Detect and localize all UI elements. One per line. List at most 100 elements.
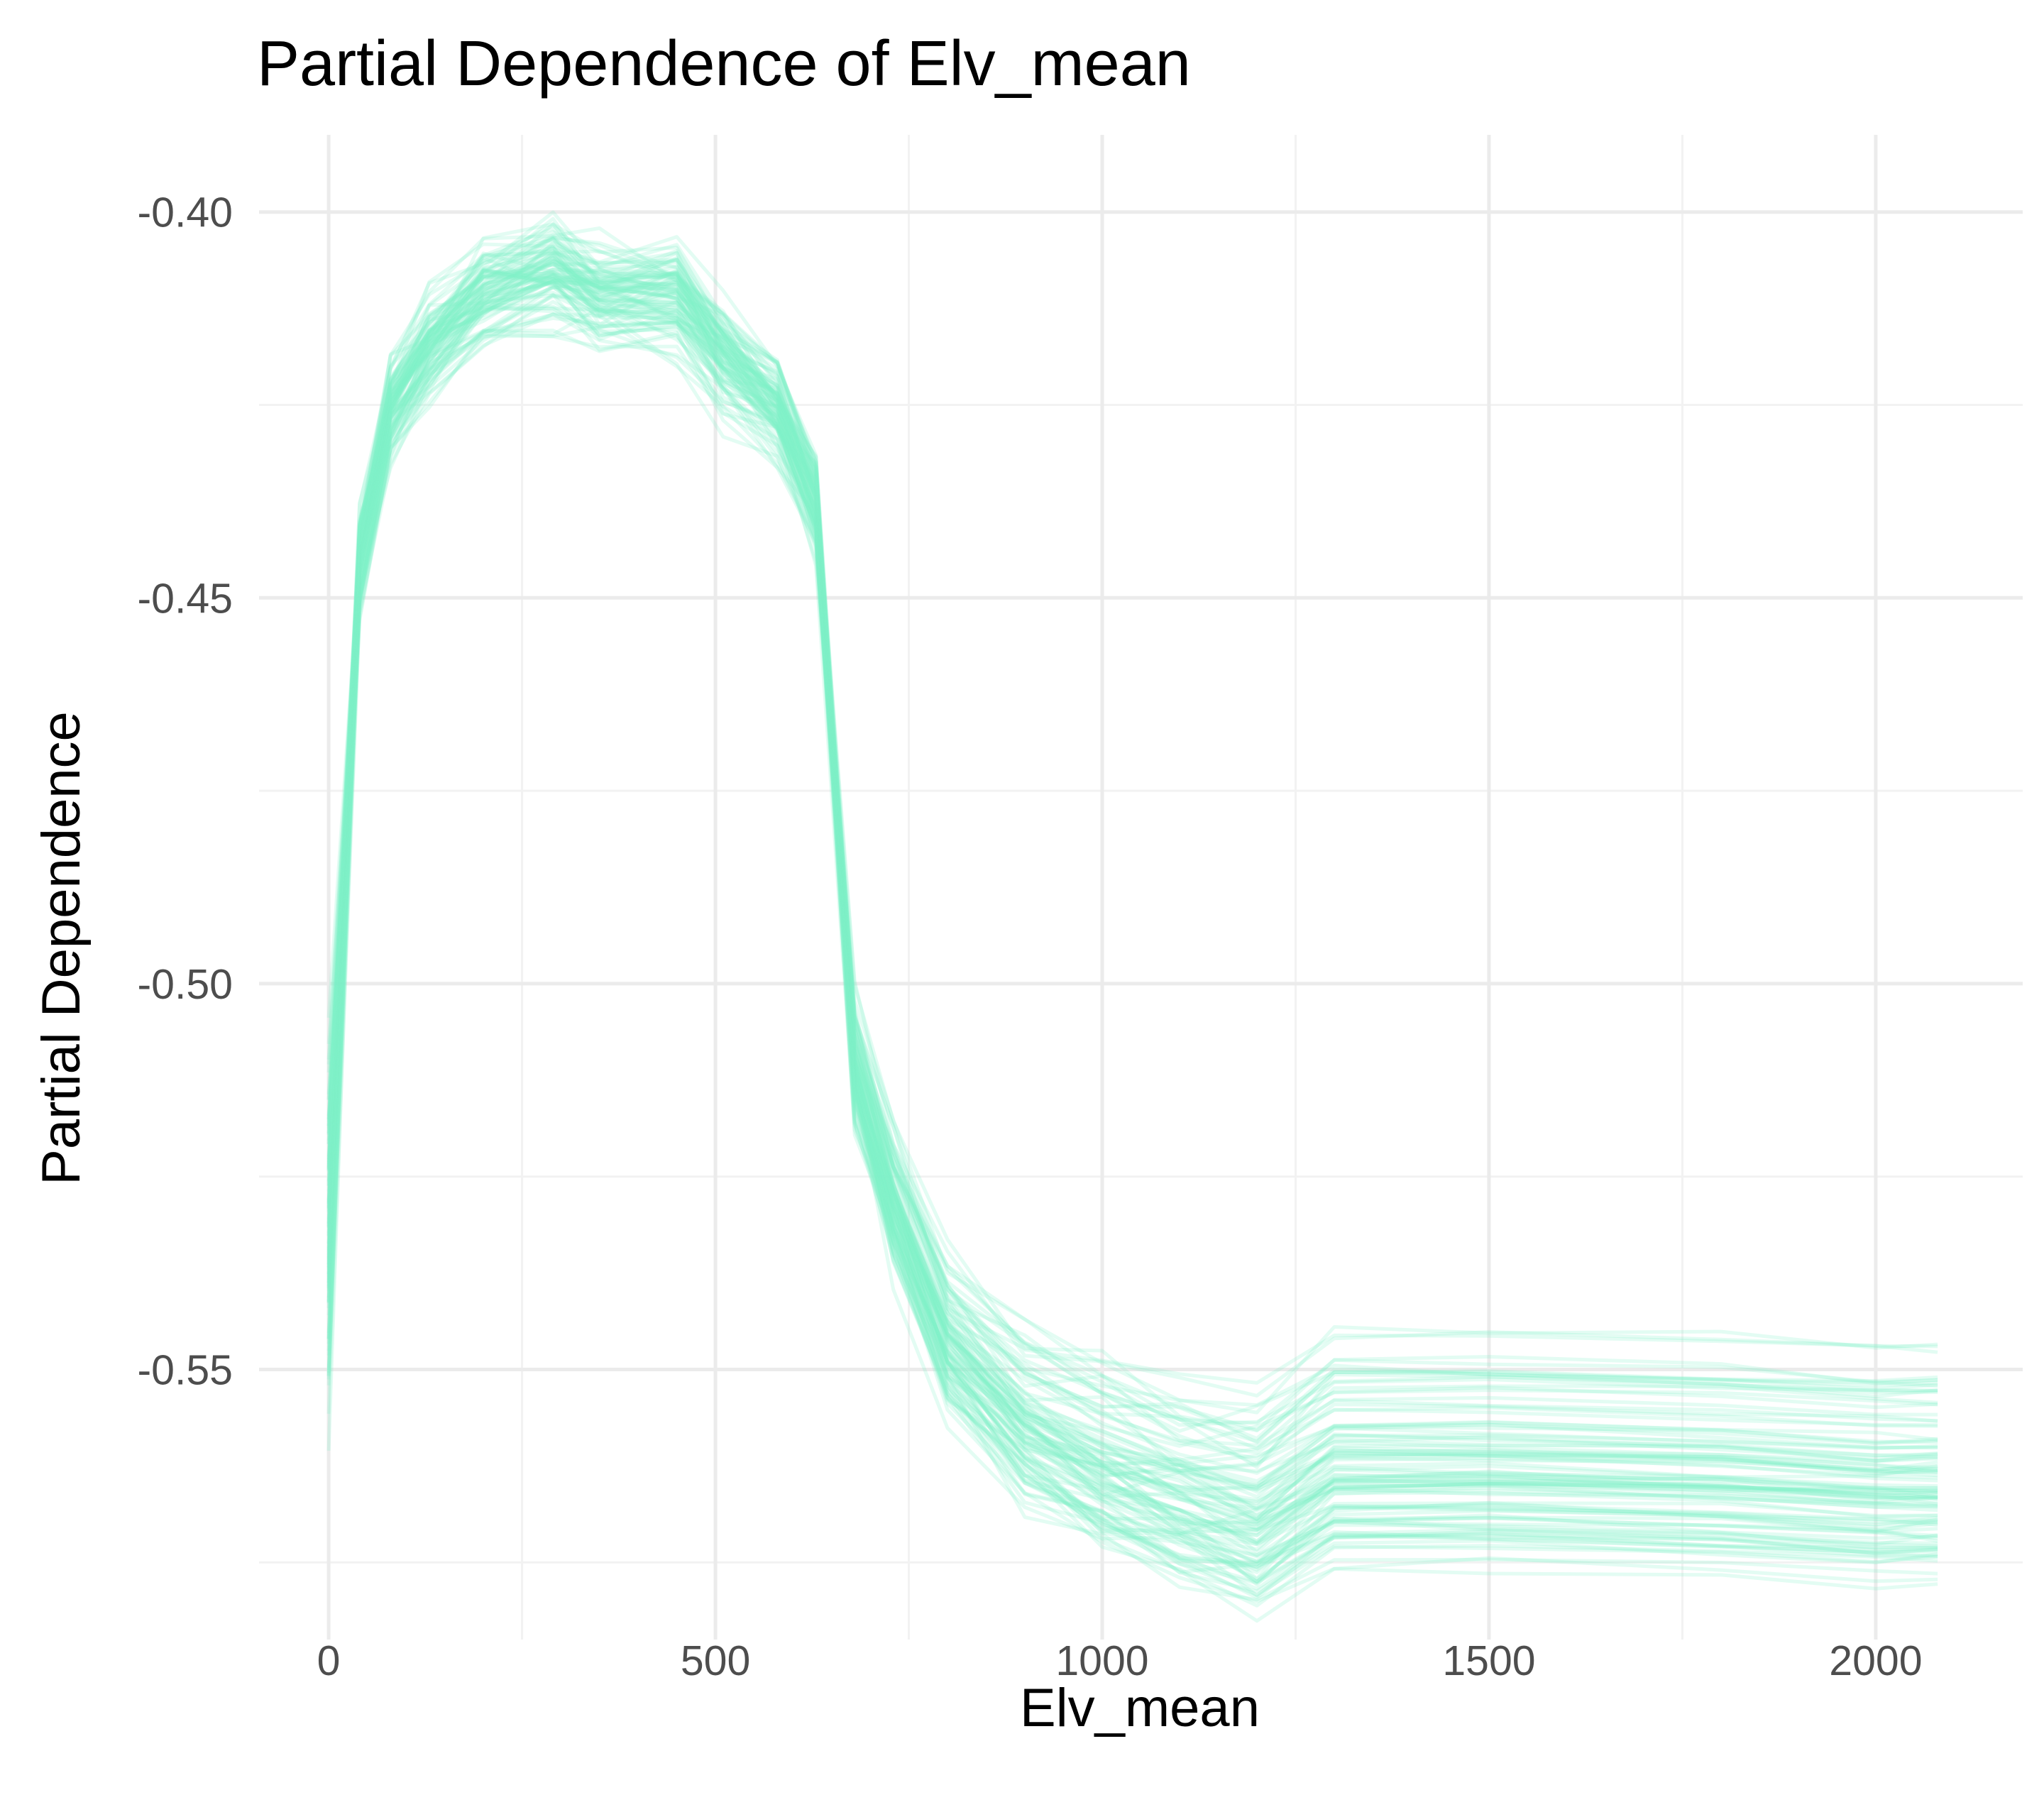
- ice-curve: [326, 316, 1938, 1566]
- ice-curve: [326, 329, 1938, 1583]
- ice-curve: [326, 255, 1938, 1469]
- ice-curve: [326, 302, 1938, 1462]
- ice-curve: [326, 253, 1938, 1547]
- ice-curve: [326, 271, 1938, 1488]
- ice-curve: [326, 244, 1938, 1522]
- ice-curve: [326, 274, 1938, 1587]
- ice-curve: [326, 268, 1938, 1537]
- ice-curve: [326, 273, 1938, 1447]
- ice-curve: [326, 226, 1938, 1623]
- ice-curve: [326, 284, 1938, 1465]
- ice-curve: [326, 241, 1938, 1448]
- ice-curve: [326, 235, 1938, 1499]
- ice-curve: [326, 222, 1938, 1598]
- ice-curve: [326, 223, 1938, 1585]
- ice-curve: [326, 273, 1938, 1427]
- ice-curve: [326, 312, 1938, 1493]
- ice-curve: [326, 312, 1938, 1525]
- y-tick-label: -0.45: [138, 575, 233, 622]
- ice-curve: [326, 258, 1938, 1490]
- ice-curve: [326, 258, 1938, 1508]
- x-tick-label: 2000: [1829, 1637, 1922, 1684]
- ice-curve: [326, 278, 1938, 1535]
- ice-curve: [326, 277, 1938, 1569]
- ice-curve: [326, 277, 1938, 1466]
- ice-curve: [326, 269, 1938, 1574]
- ice-curve: [326, 246, 1938, 1385]
- y-axis-label: Partial Dependence: [31, 711, 92, 1185]
- ice-curve: [326, 259, 1938, 1527]
- ice-curve: [326, 233, 1938, 1545]
- ice-curve: [326, 253, 1938, 1532]
- ice-curve: [326, 279, 1938, 1572]
- ice-curve: [326, 237, 1938, 1527]
- ice-curve: [326, 235, 1938, 1522]
- ice-curve: [326, 281, 1938, 1593]
- y-tick-label: -0.50: [138, 961, 233, 1008]
- chart-title: Partial Dependence of Elv_mean: [257, 28, 1191, 99]
- ice-curve: [326, 246, 1938, 1510]
- ice-curve: [326, 260, 1938, 1455]
- ice-curve: [326, 320, 1938, 1433]
- ice-curve: [326, 216, 1938, 1415]
- ice-curve: [326, 277, 1938, 1475]
- ice-curve: [326, 268, 1938, 1486]
- ice-curve: [326, 272, 1938, 1570]
- ice-curve: [326, 273, 1938, 1517]
- ice-curve: [326, 251, 1938, 1581]
- x-tick-label: 500: [681, 1637, 750, 1684]
- ice-curve: [326, 263, 1938, 1530]
- ice-curve: [326, 251, 1938, 1559]
- ice-curve: [326, 285, 1938, 1545]
- ice-curve: [326, 236, 1938, 1537]
- ice-curve: [326, 293, 1938, 1544]
- ice-curve: [326, 250, 1938, 1591]
- ice-curve: [326, 267, 1938, 1536]
- ice-curve: [326, 292, 1938, 1564]
- ice-curve: [326, 230, 1938, 1513]
- ice-curve: [326, 259, 1938, 1502]
- ice-curve: [326, 249, 1938, 1569]
- ice-curve: [326, 268, 1938, 1603]
- ice-curve: [326, 295, 1938, 1441]
- ice-curve: [326, 262, 1938, 1461]
- ice-curve: [326, 306, 1938, 1602]
- ice-curve: [326, 258, 1938, 1574]
- tick-labels: 0 500 1000 1500 2000 -0.55 -0.50 -0.45 -0.40: [138, 190, 1923, 1684]
- ice-curve: [326, 274, 1938, 1524]
- ice-curve: [326, 277, 1938, 1505]
- ice-curve: [326, 249, 1938, 1521]
- ice-curve: [326, 273, 1938, 1584]
- ice-curve: [326, 271, 1938, 1608]
- ice-curve: [326, 237, 1938, 1517]
- ice-curve: [326, 226, 1938, 1581]
- ice-curve: [326, 236, 1938, 1491]
- gridlines: [259, 135, 2023, 1640]
- ice-curve: [326, 271, 1938, 1532]
- ice-curve: [326, 304, 1938, 1600]
- ice-curve: [326, 222, 1938, 1558]
- ice-curve: [326, 268, 1938, 1543]
- x-tick-label: 1500: [1442, 1637, 1535, 1684]
- ice-curve: [326, 267, 1938, 1494]
- ice-curves: [326, 210, 1938, 1623]
- ice-curve: [326, 258, 1938, 1583]
- y-tick-label: -0.40: [138, 190, 233, 236]
- ice-curve: [326, 293, 1938, 1510]
- ice-curve: [326, 253, 1938, 1597]
- ice-curve: [326, 312, 1938, 1425]
- ice-curve: [326, 256, 1938, 1398]
- x-axis-label: Elv_mean: [1020, 1678, 1260, 1738]
- ice-curve: [326, 307, 1938, 1451]
- ice-curve: [326, 306, 1938, 1521]
- ice-curve: [326, 280, 1938, 1547]
- ice-curve: [326, 280, 1938, 1433]
- ice-curve: [326, 256, 1938, 1407]
- ice-curve: [326, 246, 1938, 1527]
- y-tick-label: -0.55: [138, 1346, 233, 1393]
- ice-curve: [326, 249, 1938, 1491]
- ice-curve: [326, 262, 1938, 1444]
- ice-curve: [326, 280, 1938, 1531]
- ice-curve: [326, 210, 1938, 1473]
